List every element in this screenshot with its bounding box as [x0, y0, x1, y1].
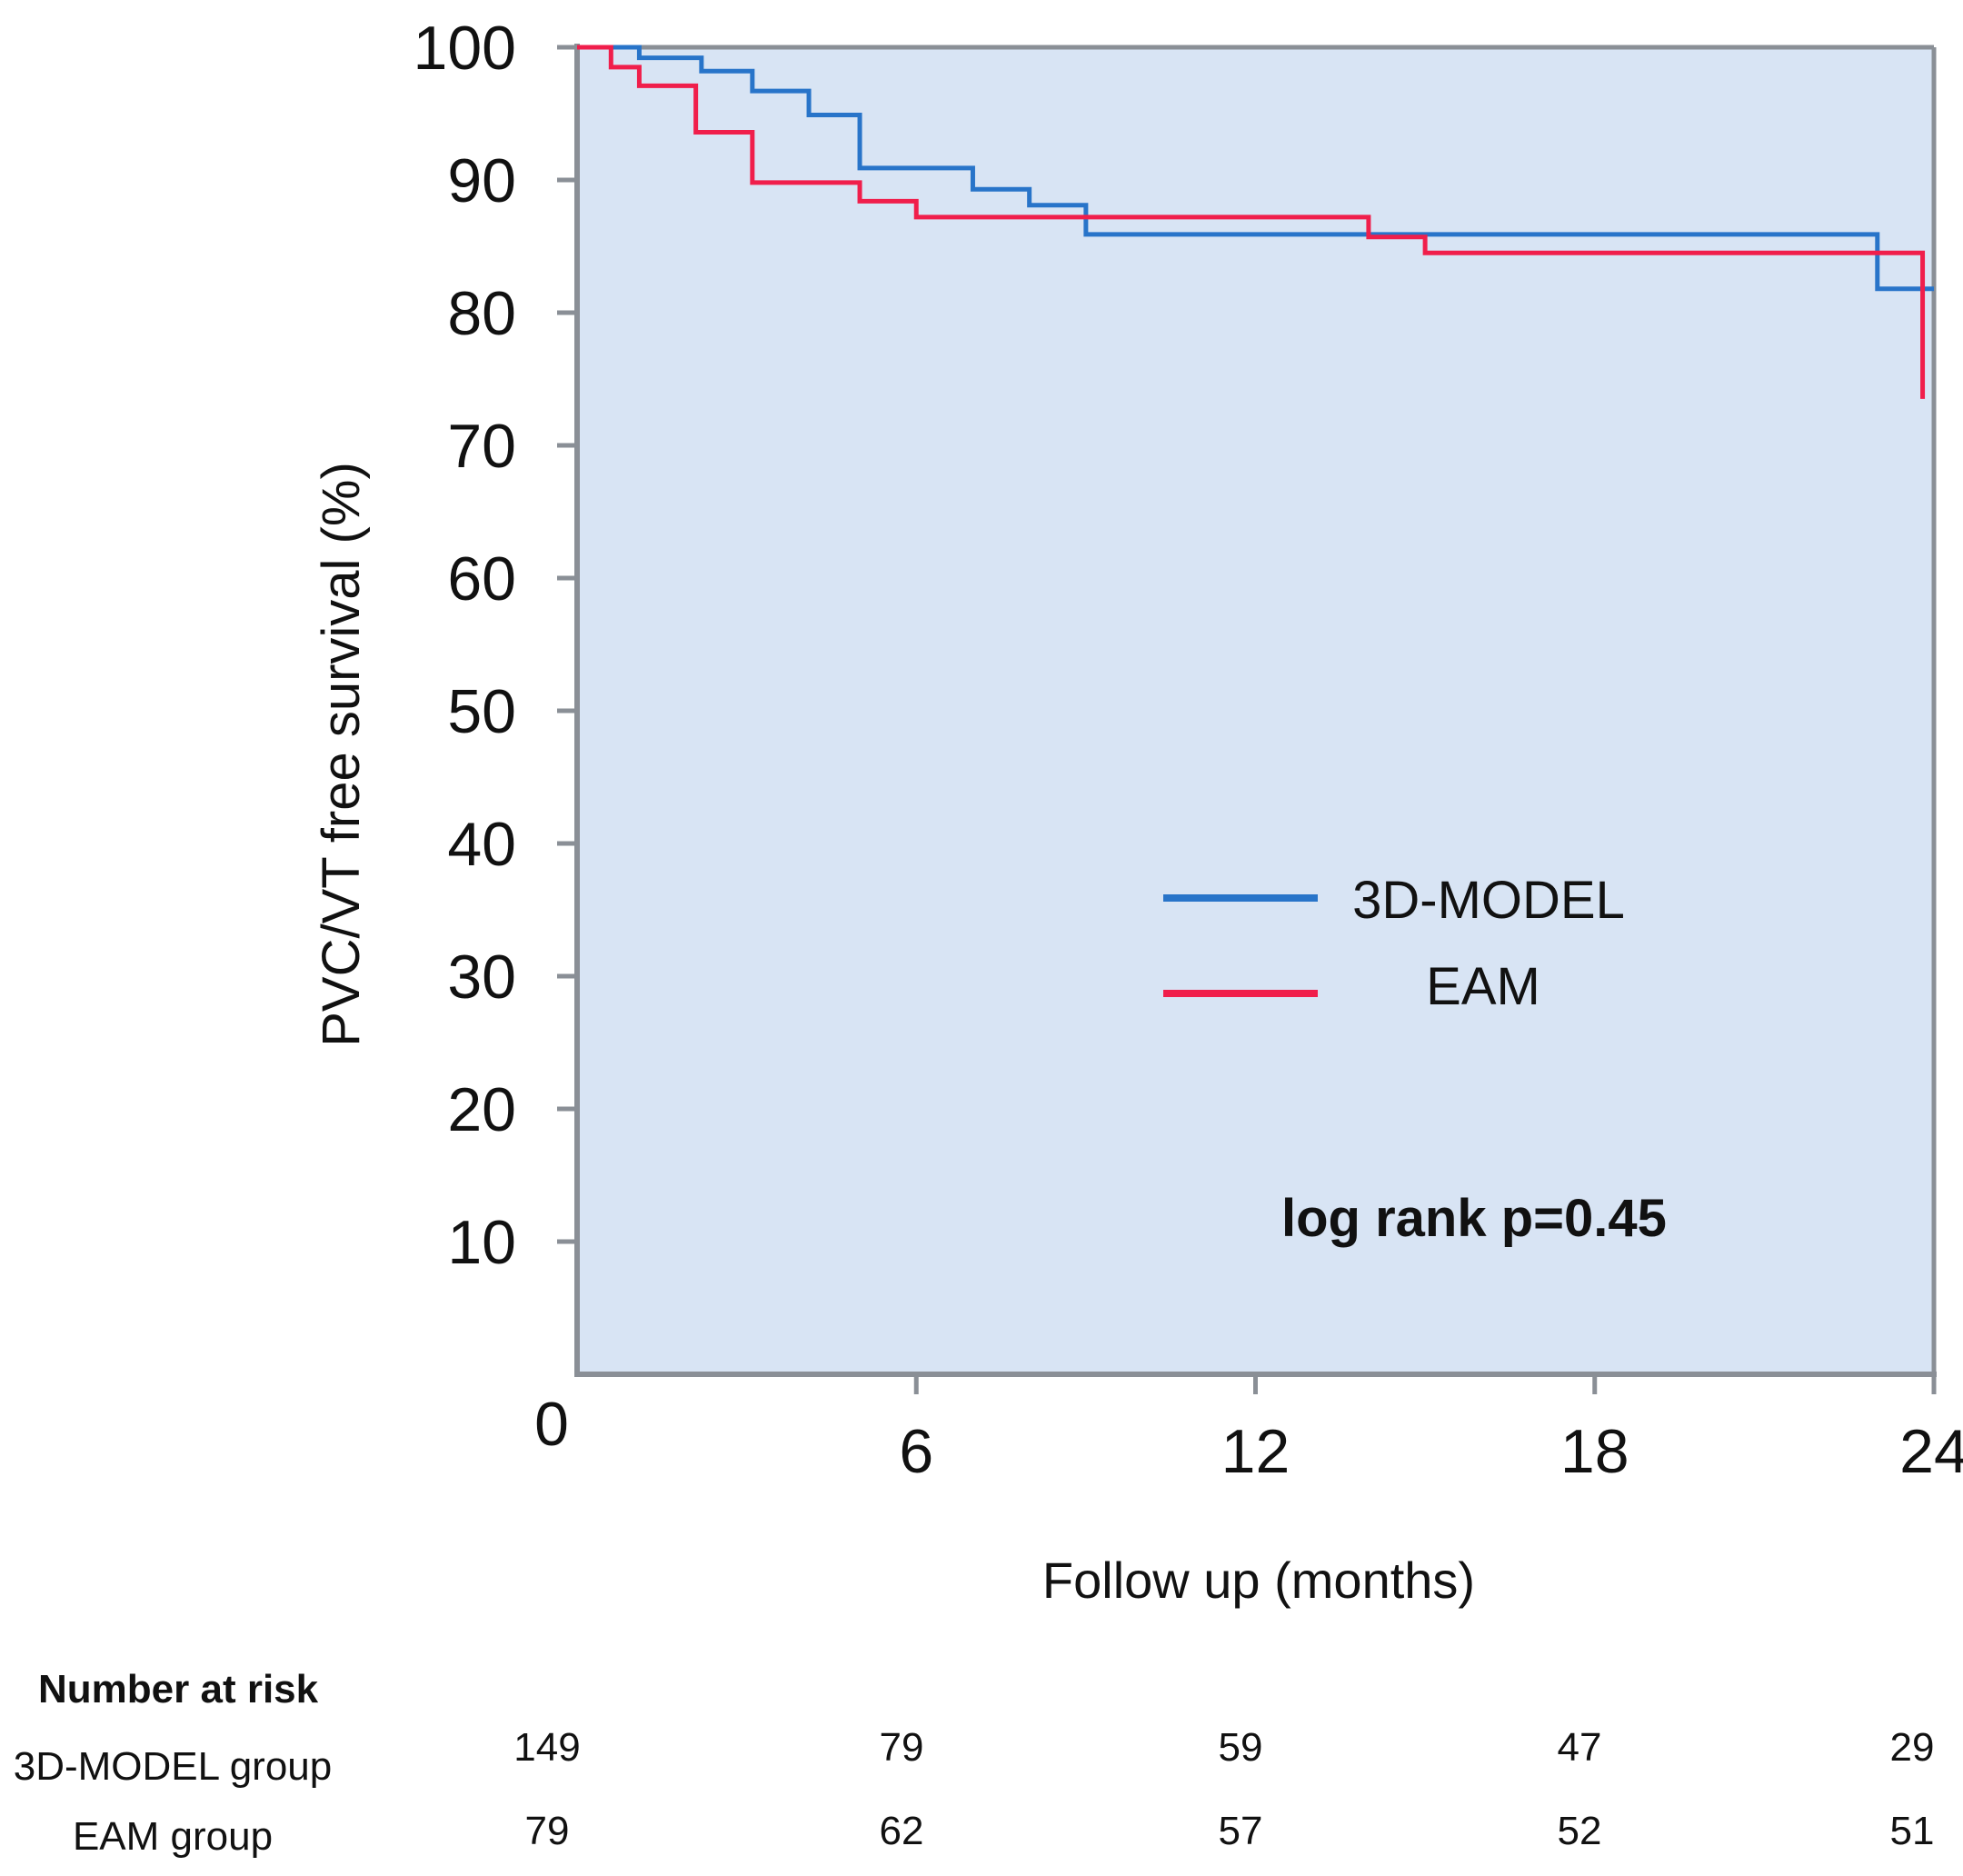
- risk-value: 57: [1219, 1809, 1263, 1853]
- y-tick-label: 20: [447, 1075, 516, 1144]
- x-tick-label: 12: [1221, 1417, 1290, 1486]
- y-tick-label: 10: [447, 1208, 516, 1277]
- risk-value: 79: [525, 1809, 570, 1853]
- log-rank-annotation: log rank p=0.45: [1281, 1189, 1667, 1248]
- risk-value: 62: [880, 1809, 924, 1853]
- x-tick-label: 0: [534, 1390, 569, 1459]
- risk-value: 79: [880, 1725, 924, 1770]
- y-tick-label: 90: [447, 146, 516, 215]
- series-layer: [577, 45, 1934, 399]
- series-line-eam: [577, 45, 1926, 399]
- risk-table: Number at risk 3D-MODEL group EAM group …: [14, 1667, 1935, 1859]
- x-axis-ticks: 0 6 12 18 24: [534, 1374, 1963, 1486]
- plot-area: [577, 47, 1934, 1374]
- risk-row-label: 3D-MODEL group: [14, 1744, 333, 1789]
- risk-value: 52: [1558, 1809, 1602, 1853]
- y-tick-label: 40: [447, 810, 516, 879]
- risk-value: 59: [1219, 1725, 1263, 1770]
- x-tick-label: 24: [1899, 1417, 1963, 1486]
- legend-label-3d-model: 3D-MODEL: [1352, 871, 1625, 930]
- y-tick-label: 50: [447, 677, 516, 746]
- x-axis-label: Follow up (months): [1042, 1552, 1475, 1609]
- risk-value: 47: [1558, 1725, 1602, 1770]
- risk-table-title: Number at risk: [38, 1667, 319, 1711]
- legend-label-eam: EAM: [1426, 957, 1540, 1016]
- y-tick-label: 100: [414, 14, 516, 83]
- y-tick-label: 80: [447, 279, 516, 348]
- risk-value: 51: [1890, 1809, 1935, 1853]
- y-axis-ticks: 10 20 30 40 50 60 70 80 90 100: [414, 14, 577, 1277]
- y-tick-label: 70: [447, 412, 516, 481]
- x-tick-label: 6: [899, 1417, 933, 1486]
- y-tick-label: 60: [447, 544, 516, 614]
- x-tick-label: 18: [1560, 1417, 1629, 1486]
- risk-row-label: EAM group: [73, 1814, 273, 1859]
- risk-value: 149: [513, 1725, 580, 1770]
- series-line-3d-model: [577, 45, 1934, 292]
- y-tick-label: 30: [447, 943, 516, 1012]
- risk-value: 29: [1890, 1725, 1935, 1770]
- legend: 3D-MODEL EAM: [1163, 871, 1625, 1016]
- y-axis-label: PVC/VT free survival (%): [312, 462, 371, 1047]
